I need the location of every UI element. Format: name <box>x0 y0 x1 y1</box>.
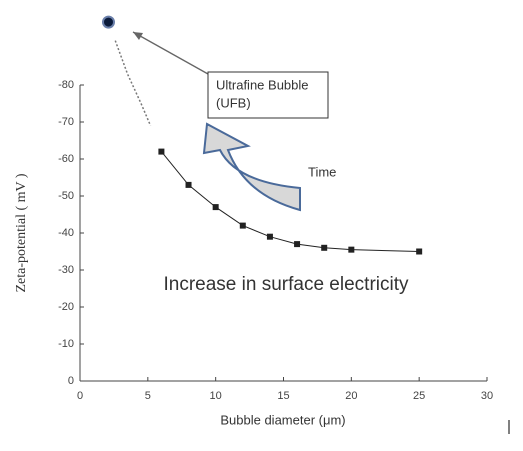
marker <box>239 222 246 229</box>
y-tick-label: -60 <box>58 153 74 165</box>
time-label: Time <box>308 164 336 179</box>
x-axis-label: Bubble diameter (μm) <box>220 412 345 427</box>
callout-text: (UFB) <box>216 95 251 110</box>
x-tick-label: 30 <box>481 390 493 402</box>
y-tick-label: -10 <box>58 338 74 350</box>
x-tick-label: 25 <box>413 390 425 402</box>
marker <box>158 148 165 155</box>
ufb-point <box>101 15 115 29</box>
y-axis-label: Zeta-potential ( mV ) <box>14 173 29 292</box>
y-tick-label: -80 <box>58 79 74 91</box>
series-line <box>114 40 152 126</box>
callout-box <box>207 71 329 119</box>
y-tick-label: 0 <box>68 375 74 387</box>
marker <box>416 248 423 255</box>
annotation: Increase in surface electricity <box>164 274 409 295</box>
x-tick-label: 20 <box>345 390 357 402</box>
y-tick-label: -20 <box>58 301 74 313</box>
callout-arrowhead <box>133 32 143 40</box>
y-tick-label: -40 <box>58 227 74 239</box>
y-tick-label: -70 <box>58 116 74 128</box>
marker <box>294 241 301 248</box>
y-tick-label: -50 <box>58 190 74 202</box>
callout-text: Ultrafine Bubble <box>216 77 309 92</box>
x-tick-label: 15 <box>277 390 289 402</box>
time-arrow <box>202 122 301 212</box>
marker <box>212 204 219 211</box>
x-tick-label: 5 <box>145 390 151 402</box>
x-tick-label: 10 <box>210 390 222 402</box>
y-tick-label: -30 <box>58 264 74 276</box>
x-tick-label: 0 <box>77 390 83 402</box>
marker <box>321 244 328 251</box>
marker <box>266 233 273 240</box>
callout-arrow <box>132 31 209 75</box>
marker <box>185 181 192 188</box>
marker <box>348 246 355 253</box>
